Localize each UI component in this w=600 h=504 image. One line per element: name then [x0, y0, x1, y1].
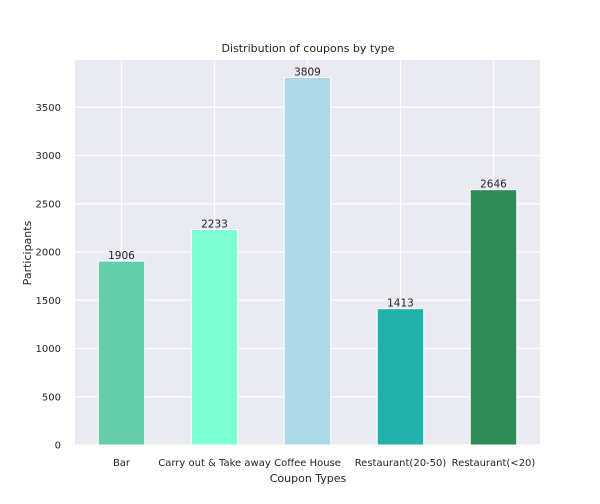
- y-tick-label: 1500: [36, 296, 61, 307]
- bar-value-label: 2646: [480, 179, 507, 191]
- bar: [469, 189, 518, 446]
- bar-value-label: 1413: [387, 298, 414, 310]
- bar: [283, 76, 332, 446]
- bar: [97, 260, 146, 446]
- y-axis-ticks: 0 500 1000 1500 2000 2500 3000 3500: [36, 103, 61, 452]
- x-tick-label: Coffee House: [274, 458, 341, 469]
- chart-title: Distribution of coupons by type: [222, 42, 395, 55]
- y-tick-label: 3500: [36, 103, 61, 114]
- y-tick-label: 500: [42, 392, 61, 403]
- x-axis-label: Coupon Types: [270, 472, 347, 485]
- y-tick-label: 2000: [36, 248, 61, 259]
- bar-value-label: 1906: [108, 250, 135, 262]
- x-axis-ticks: Bar Carry out & Take away Coffee House Rest…: [113, 458, 535, 469]
- x-tick-label: Restaurant(20-50): [355, 458, 447, 469]
- bars: [97, 76, 518, 446]
- bar-value-label: 3809: [294, 66, 321, 78]
- y-tick-label: 3000: [36, 151, 61, 162]
- bar: [190, 229, 239, 446]
- y-axis-label: Participants: [21, 220, 34, 285]
- bar-value-label: 2233: [201, 219, 228, 231]
- data-labels: 1906 2233 3809 1413 2646: [108, 66, 507, 309]
- y-tick-label: 1000: [36, 344, 61, 355]
- x-tick-label: Bar: [113, 458, 131, 469]
- y-tick-label: 0: [55, 441, 61, 452]
- x-tick-label: Restaurant(<20): [452, 458, 536, 469]
- bar: [376, 308, 425, 446]
- y-tick-label: 2500: [36, 199, 61, 210]
- x-tick-label: Carry out & Take away: [158, 458, 271, 469]
